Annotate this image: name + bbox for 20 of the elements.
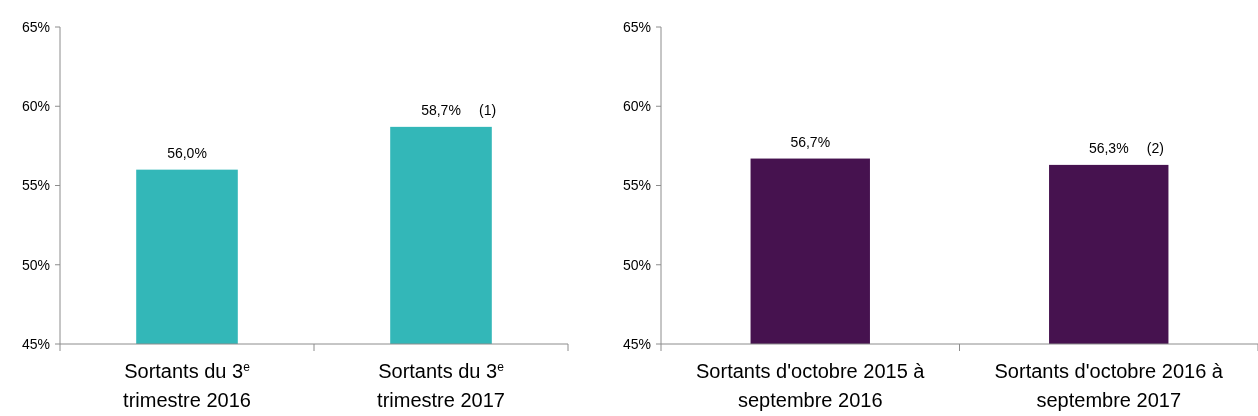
y-tick-label: 65% [622,18,651,35]
data-label: 56,7% [790,133,831,150]
y-tick-label: 65% [21,18,50,35]
y-tick-label: 60% [622,98,651,115]
annotation: (1) [479,101,497,118]
category-label: Sortants du 3$^{e}$ trimestre 2017 [377,360,505,411]
y-tick-label: 60% [21,98,50,115]
category-label: Sortants du 3$^{e}$ trimestre 2016 [123,360,251,411]
y-tick-label: 50% [21,256,50,273]
data-label: 56,0% [167,144,207,161]
y-tick-label: 45% [21,335,50,352]
data-label: 58,7% [421,101,461,118]
data-label: 56,3% [1088,139,1129,156]
y-tick-label: 55% [622,177,651,194]
x-tick-label: Sortants d'octobre 2016 à septembre 2017 [994,360,1224,411]
y-tick-label: 55% [21,177,50,194]
y-tick-label: 45% [622,335,651,352]
y-tick-label: 50% [622,256,651,273]
x-tick-label: Sortants d'octobre 2015 à septembre 2016 [696,360,926,411]
annotation: (2) [1146,139,1164,156]
